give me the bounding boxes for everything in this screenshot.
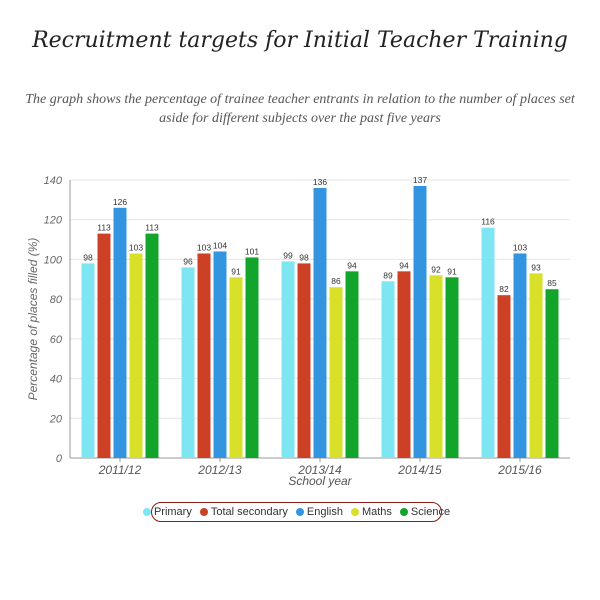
- bar-data-label: 96: [183, 256, 193, 266]
- bar: [313, 187, 327, 458]
- chart-subtitle: The graph shows the percentage of traine…: [25, 92, 575, 126]
- bar: [145, 233, 159, 458]
- bar: [513, 253, 527, 458]
- bar: [413, 185, 427, 458]
- chart-title: Recruitment targets for Initial Teacher …: [32, 28, 568, 53]
- legend-item[interactable]: Total secondary: [199, 506, 288, 518]
- bar: [381, 281, 395, 458]
- legend-marker: [142, 508, 151, 516]
- legend-item[interactable]: Science: [399, 506, 451, 518]
- bar: [113, 207, 127, 458]
- bar-data-label: 104: [213, 240, 227, 250]
- legend-marker: [199, 508, 208, 516]
- bar-data-label: 103: [197, 242, 211, 252]
- bar: [213, 251, 227, 458]
- chart-legend: Primary Total secondary English Maths Scienc…: [142, 502, 450, 522]
- legend-label: English: [306, 506, 343, 518]
- bar-data-label: 98: [299, 252, 309, 262]
- legend-item[interactable]: Maths: [350, 506, 392, 518]
- y-tick-label: 0: [56, 453, 63, 465]
- y-tick-label: 140: [44, 175, 63, 187]
- bar: [481, 227, 495, 458]
- bar-data-label: 103: [513, 242, 527, 252]
- bar: [297, 263, 311, 458]
- bar: [545, 289, 559, 458]
- bar-data-label: 94: [347, 260, 357, 270]
- bar: [497, 295, 511, 458]
- bar-data-label: 91: [447, 266, 457, 276]
- bar-data-label: 126: [113, 197, 127, 207]
- bar: [429, 275, 443, 458]
- y-tick-label: 120: [44, 215, 63, 227]
- bar-data-label: 136: [313, 177, 327, 187]
- bar-data-label: 137: [413, 175, 427, 185]
- legend-item[interactable]: English: [295, 506, 343, 518]
- bar-data-label: 101: [245, 246, 259, 256]
- legend-label: Primary: [153, 506, 192, 518]
- x-tick-label: 2012/13: [197, 463, 242, 477]
- bar-data-label: 113: [97, 223, 111, 233]
- bar: [81, 263, 95, 458]
- y-tick-label: 100: [44, 254, 63, 266]
- bar: [345, 271, 359, 458]
- bar: [229, 277, 243, 458]
- bar-data-label: 93: [531, 262, 541, 272]
- bar-data-label: 82: [499, 284, 509, 294]
- x-tick-label: 2014/15: [397, 463, 442, 477]
- bar-data-label: 98: [83, 252, 93, 262]
- legend-marker: [399, 508, 408, 516]
- bar: [329, 287, 343, 458]
- x-tick-label: 2013/14: [297, 463, 342, 477]
- legend-label: Science: [410, 506, 451, 518]
- y-tick-label: 40: [50, 374, 63, 386]
- bar: [445, 277, 459, 458]
- bar-data-label: 103: [129, 242, 143, 252]
- legend-label: Total secondary: [210, 506, 288, 518]
- bar: [197, 253, 211, 458]
- bar-data-label: 94: [399, 260, 409, 270]
- bar-data-label: 113: [145, 223, 159, 233]
- y-tick-label: 20: [49, 413, 63, 425]
- bar: [181, 267, 195, 458]
- bar: [245, 257, 259, 458]
- x-tick-label: 2015/16: [497, 463, 542, 477]
- bar-data-label: 89: [383, 270, 393, 280]
- legend-item[interactable]: Primary: [142, 506, 192, 518]
- legend-marker: [295, 508, 304, 516]
- y-tick-label: 80: [50, 294, 63, 306]
- y-tick-label: 60: [50, 334, 63, 346]
- bar: [97, 233, 111, 458]
- legend-marker: [350, 508, 359, 516]
- bar-data-label: 116: [481, 217, 495, 227]
- bar-data-label: 85: [547, 278, 557, 288]
- y-axis-label: Percentage of places filled (%): [26, 238, 40, 401]
- bar-data-label: 91: [231, 266, 241, 276]
- bar: [397, 271, 411, 458]
- bar-data-label: 86: [331, 276, 341, 286]
- legend-label: Maths: [361, 506, 392, 518]
- x-axis-label: School year: [288, 474, 352, 488]
- bar-data-label: 92: [431, 264, 441, 274]
- bar-data-label: 99: [283, 250, 293, 260]
- bar: [281, 261, 295, 458]
- bar: [529, 273, 543, 458]
- bar: [129, 253, 143, 458]
- x-tick-label: 2011/12: [98, 463, 142, 477]
